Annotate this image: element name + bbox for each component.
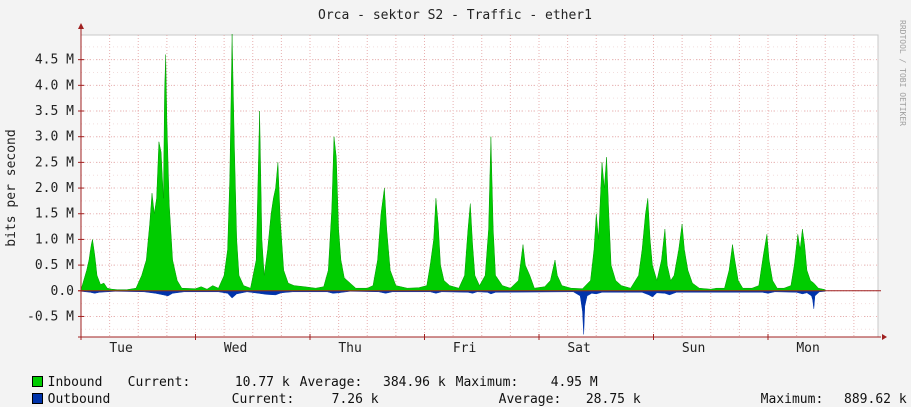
tick-labels: -0.5 M 0.0 0.5 M 1.0 M 1.5 M 2.0 M 2.5 M 3.0 M 3… bbox=[27, 53, 820, 356]
x-tick-label: Sun bbox=[682, 341, 705, 356]
x-tick-label: Sat bbox=[567, 341, 590, 356]
inbound-current-label: Current: bbox=[127, 375, 191, 390]
y-tick-label: 0.5 M bbox=[35, 258, 74, 273]
legend-outbound: Outbound Current: 7.26 k Average: 28.75 k Max… bbox=[16, 377, 907, 407]
y-tick-label: 3.0 M bbox=[35, 130, 74, 145]
y-tick-label: 2.5 M bbox=[35, 155, 74, 170]
y-tick-label: 2.0 M bbox=[35, 181, 74, 196]
rrdtool-watermark: RRDTOOL / TOBI OETIKER bbox=[898, 20, 907, 126]
inbound-maximum-value: 4.95 M bbox=[550, 375, 598, 390]
series-area-outbound bbox=[80, 290, 826, 335]
legend-inbound: Inbound Current: 10.77 k Average: 384.96 k Ma… bbox=[16, 360, 598, 390]
x-tick-label: Tue bbox=[109, 341, 133, 356]
y-tick-label: 1.5 M bbox=[35, 207, 74, 222]
inbound-swatch bbox=[31, 376, 43, 387]
x-tick-label: Mon bbox=[796, 341, 819, 356]
series-areas bbox=[80, 33, 826, 335]
y-tick-label: 1.0 M bbox=[35, 232, 74, 247]
axes bbox=[78, 23, 887, 340]
y-tick-label: 4.0 M bbox=[35, 78, 74, 93]
y-tick-label: 3.5 M bbox=[35, 104, 74, 119]
x-axis-arrow bbox=[882, 334, 887, 340]
inbound-name: Inbound bbox=[47, 375, 103, 390]
inbound-average-value: 384.96 k bbox=[383, 375, 446, 390]
x-tick-label: Thu bbox=[338, 341, 361, 356]
y-axis-label: bits per second bbox=[4, 129, 19, 246]
outbound-swatch bbox=[31, 393, 43, 404]
y-axis-arrow bbox=[78, 23, 84, 29]
y-tick-label: -0.5 M bbox=[27, 309, 74, 324]
x-tick-label: Wed bbox=[224, 341, 247, 356]
inbound-maximum-label: Maximum: bbox=[455, 375, 519, 390]
inbound-current-value: 10.77 k bbox=[234, 375, 290, 390]
series-area-inbound bbox=[80, 33, 826, 292]
y-tick-label: 0.0 bbox=[51, 284, 74, 299]
y-tick-label: 4.5 M bbox=[35, 53, 74, 68]
x-tick-label: Fri bbox=[453, 341, 476, 356]
chart-title: Orca - sektor S2 - Traffic - ether1 bbox=[318, 8, 592, 23]
inbound-average-label: Average: bbox=[299, 375, 363, 390]
